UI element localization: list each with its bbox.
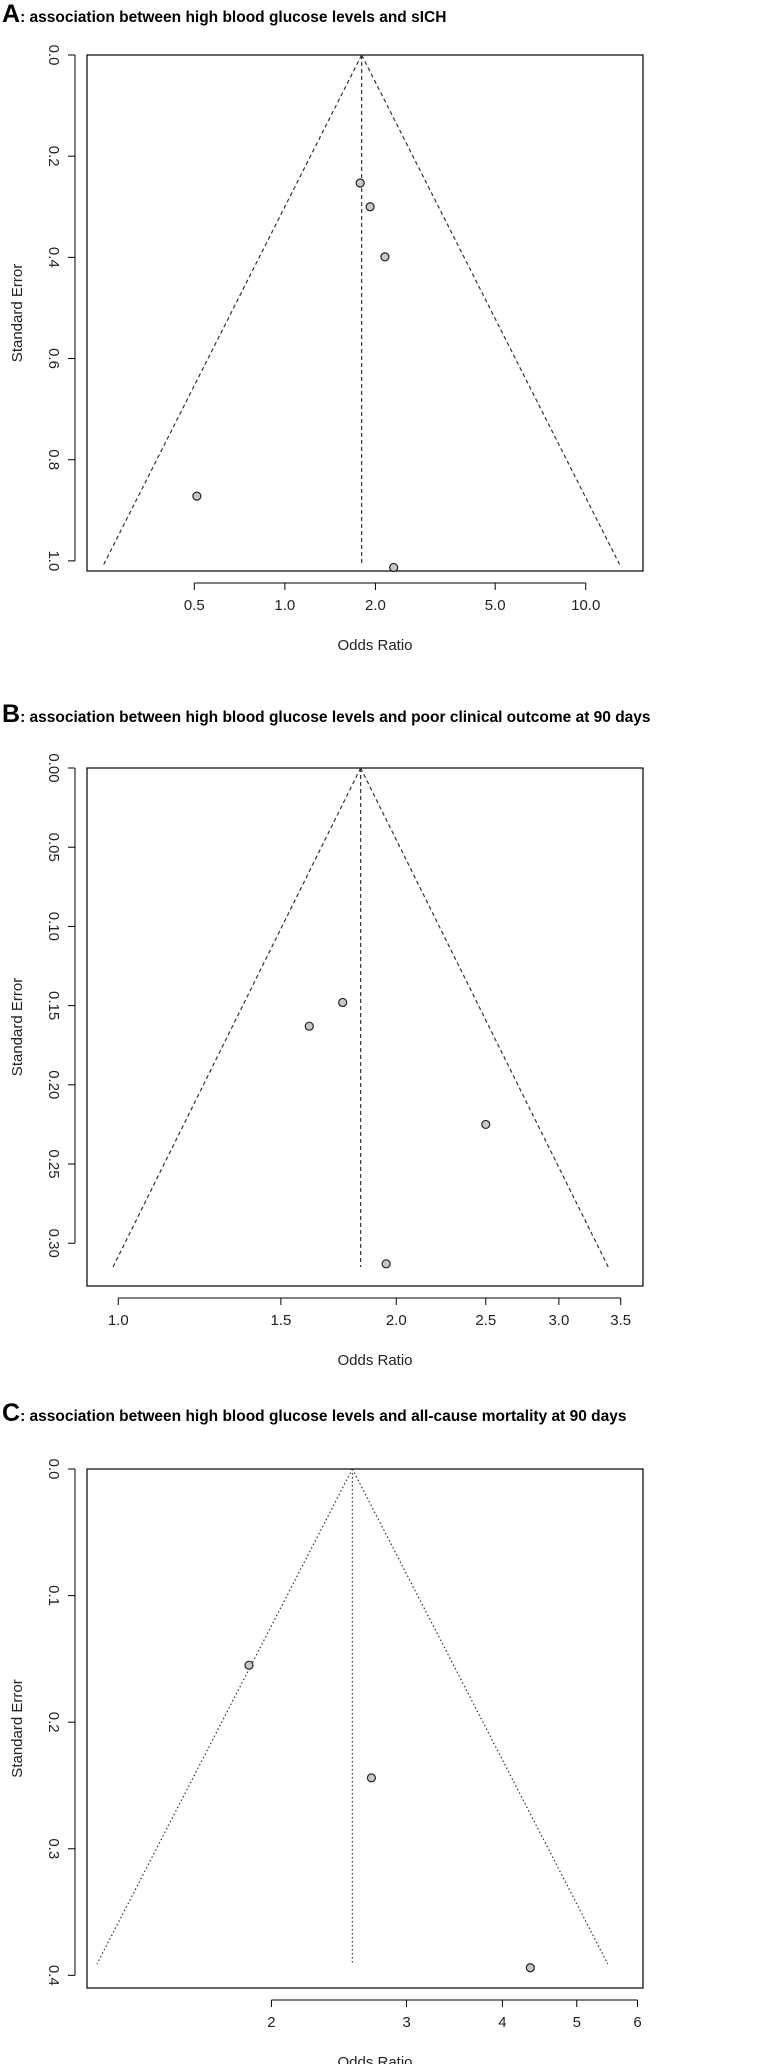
y-tick-label: 0.6 — [45, 348, 62, 369]
y-tick-label: 0.2 — [45, 1712, 62, 1733]
funnel-left-line — [112, 767, 362, 1268]
x-tick-label: 5.0 — [485, 597, 506, 614]
x-tick-label: 2 — [267, 2014, 275, 2031]
x-axis-label: Odds Ratio — [337, 637, 412, 654]
y-tick-label: 0.3 — [45, 1838, 62, 1859]
x-tick-label: 1.0 — [274, 597, 295, 614]
panel-c-title: C: association between high blood glucos… — [2, 1399, 780, 1429]
funnel-left-line — [102, 54, 363, 567]
y-tick-label: 0.0 — [45, 45, 62, 66]
x-tick-label: 10.0 — [571, 597, 600, 614]
x-tick-label: 3.0 — [548, 1312, 569, 1329]
panel-a-letter: A — [2, 0, 21, 28]
panel-c-caption: : association between high blood glucose… — [20, 1408, 627, 1425]
y-tick-label: 0.15 — [45, 991, 62, 1020]
funnel-right-line — [360, 767, 609, 1268]
study-point — [481, 1119, 491, 1130]
funnel-right-line — [351, 1468, 609, 1965]
study-point — [304, 1021, 314, 1031]
x-tick-label: 1.0 — [108, 1312, 129, 1329]
funnel-plot-a: 0.5 1.0 2.0 5.0 10.0 Odds Ratio 0.0 0.2 0.4 0.6 0.… — [9, 45, 644, 654]
y-tick-label: 0.2 — [45, 146, 62, 167]
study-point — [381, 1259, 391, 1269]
y-tick-label: 0.10 — [45, 912, 62, 941]
panel-b-letter: B — [2, 700, 21, 728]
study-point — [244, 1660, 254, 1670]
y-tick-label: 0.8 — [45, 449, 62, 470]
study-point — [380, 252, 390, 262]
x-axis-label: Odds Ratio — [337, 2054, 412, 2064]
panel-a-title: A: association between high blood glucos… — [2, 0, 780, 30]
panel-a: A: association between high blood glucos… — [0, 0, 780, 660]
y-tick-label: 0.4 — [45, 247, 62, 268]
funnel-left-line — [96, 1468, 353, 1965]
y-axis-label: Standard Error — [9, 264, 26, 362]
panel-a-caption: : association between high blood glucose… — [20, 9, 447, 26]
study-point — [338, 997, 348, 1008]
x-tick-label: 3 — [402, 2014, 410, 2031]
y-tick-label: 0.30 — [45, 1229, 62, 1258]
y-tick-label: 0.20 — [45, 1070, 62, 1099]
y-tick-label: 0.05 — [45, 833, 62, 862]
x-tick-label: 2.5 — [475, 1312, 496, 1329]
panel-c: C: association between high blood glucos… — [0, 1399, 780, 2064]
y-tick-label: 0.25 — [45, 1149, 62, 1178]
y-axis-label: Standard Error — [9, 1679, 26, 1777]
x-tick-label: 6 — [633, 2014, 641, 2031]
panel-b-caption: : association between high blood glucose… — [20, 709, 651, 726]
y-tick-label: 0.00 — [45, 753, 62, 782]
y-axis-label: Standard Error — [9, 978, 26, 1076]
x-tick-label: 5 — [573, 2014, 581, 2031]
plot-frame — [86, 767, 644, 1287]
panel-b: B: association between high blood glucos… — [0, 700, 780, 1369]
study-point — [525, 1963, 535, 1973]
plot-frame — [86, 54, 644, 572]
x-tick-label: 2.0 — [386, 1312, 407, 1329]
study-point — [389, 562, 399, 573]
x-tick-label: 2.0 — [365, 597, 386, 614]
study-point — [366, 1773, 377, 1783]
funnel-plot-b: 1.0 1.5 2.0 2.5 3.0 3.5 Odds Ratio 0.00 0.05 0.10… — [9, 753, 644, 1369]
y-tick-label: 0.1 — [45, 1585, 62, 1606]
study-point — [355, 178, 365, 188]
funnel-right-line — [361, 54, 621, 567]
x-tick-label: 4 — [498, 2014, 506, 2031]
x-tick-label: 0.5 — [184, 597, 205, 614]
x-axis-label: Odds Ratio — [337, 1352, 412, 1369]
study-point — [365, 202, 375, 212]
funnel-plot-c: 2 3 4 5 6 Odds Ratio 0.0 0.1 0.2 0.3 0.4 Standard E… — [9, 1459, 644, 2064]
x-tick-label: 3.5 — [610, 1312, 631, 1329]
panel-c-letter: C — [2, 1399, 21, 1427]
x-tick-label: 1.5 — [270, 1312, 291, 1329]
y-tick-label: 0.4 — [45, 1965, 62, 1986]
panel-b-title: B: association between high blood glucos… — [2, 700, 780, 730]
study-point — [192, 491, 202, 501]
y-tick-label: 1.0 — [45, 550, 62, 571]
y-tick-label: 0.0 — [45, 1459, 62, 1480]
plot-frame — [86, 1468, 644, 1989]
